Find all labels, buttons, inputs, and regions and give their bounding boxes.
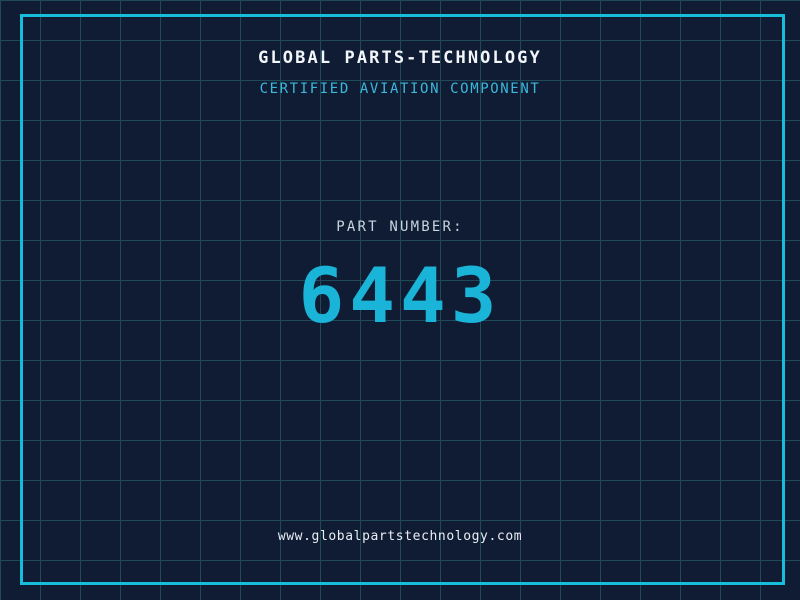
certification-subtitle: CERTIFIED AVIATION COMPONENT — [259, 81, 541, 97]
company-title: GLOBAL PARTS-TECHNOLOGY — [258, 48, 542, 68]
part-number-value: 6443 — [298, 251, 502, 340]
website-url: www.globalpartstechnology.com — [277, 529, 523, 544]
part-number-label: PART NUMBER: — [336, 219, 464, 235]
